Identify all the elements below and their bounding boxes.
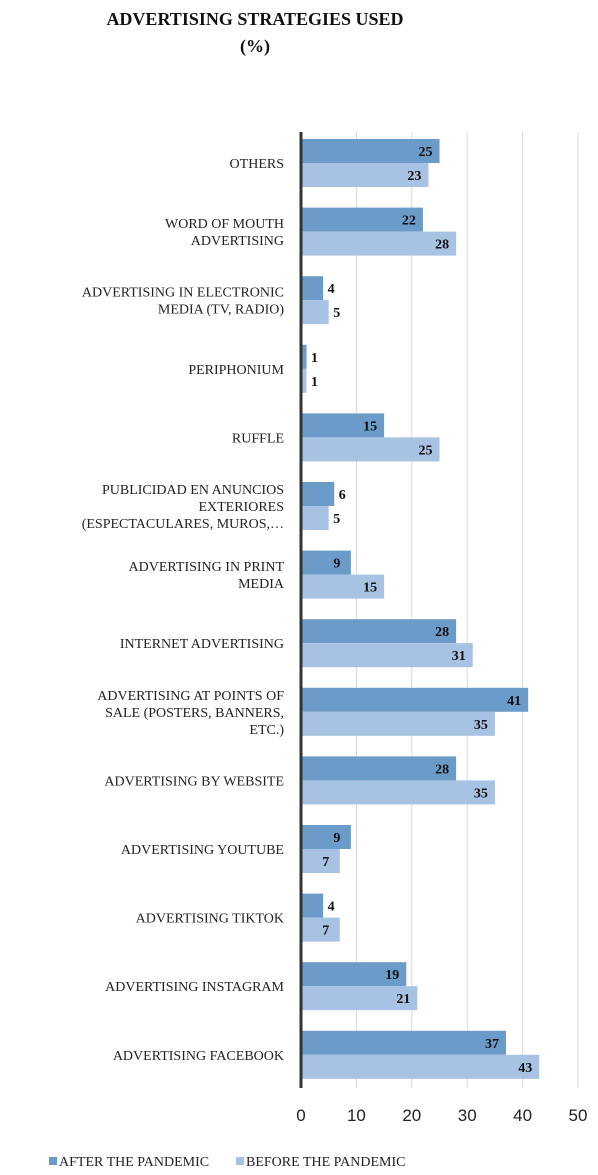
data-labels: 2523222845111525659152831413528359747192… — [311, 145, 532, 1076]
bar — [301, 780, 495, 805]
bars — [301, 139, 540, 1079]
x-tick-label: 50 — [569, 1106, 588, 1125]
bar — [301, 893, 324, 918]
bar — [301, 825, 351, 849]
data-label: 31 — [452, 649, 466, 664]
bar — [301, 711, 495, 736]
category-label: PUBLICIDAD EN ANUNCIOS EXTERIORES (ESPECTA… — [82, 483, 284, 532]
bar — [301, 550, 351, 575]
category-label: WORD OF MOUTH ADVERTISING — [165, 217, 284, 249]
data-label: 28 — [435, 762, 449, 777]
data-label: 15 — [363, 419, 377, 434]
legend-label: AFTER THE PANDEMIC — [59, 1155, 209, 1170]
legend: AFTER THE PANDEMIC BEFORE THE PANDEMIC — [49, 1155, 405, 1170]
legend-swatch — [236, 1157, 244, 1165]
bar — [301, 506, 329, 530]
category-label: ADVERTISING INSTAGRAM — [105, 980, 284, 995]
bar — [301, 163, 429, 187]
bar — [301, 276, 324, 301]
data-label: 6 — [339, 488, 346, 503]
data-label: 1 — [311, 351, 318, 366]
data-label: 25 — [419, 443, 433, 458]
data-label: 43 — [518, 1061, 532, 1076]
data-label: 28 — [435, 238, 449, 253]
bar — [301, 619, 457, 644]
category-label: ADVERTISING YOUTUBE — [121, 843, 284, 858]
x-tick-label: 10 — [347, 1106, 366, 1125]
bar — [301, 139, 440, 163]
x-tick-label: 20 — [402, 1106, 421, 1125]
x-tick-label: 0 — [296, 1106, 305, 1125]
bar — [301, 643, 473, 668]
data-label: 5 — [333, 512, 340, 527]
category-label: PERIPHONIUM — [188, 363, 284, 378]
legend-swatch — [49, 1157, 57, 1165]
bar — [301, 300, 329, 325]
bar — [301, 368, 307, 393]
bar — [301, 231, 457, 256]
bar — [301, 687, 529, 712]
bar — [301, 207, 423, 232]
bar — [301, 1054, 540, 1079]
category-label: ADVERTISING IN PRINT MEDIA — [129, 560, 285, 592]
bar — [301, 574, 385, 599]
category-label: ADVERTISING AT POINTS OF SALE (POSTERS, B… — [97, 689, 284, 738]
data-label: 23 — [407, 169, 421, 184]
category-label: ADVERTISING IN ELECTRONIC MEDIA (TV, RADI… — [82, 286, 284, 318]
chart-title-line1: ADVERTISING STRATEGIES USED — [106, 9, 403, 29]
category-label: INTERNET ADVERTISING — [120, 637, 284, 652]
data-label: 7 — [322, 855, 329, 870]
data-label: 7 — [322, 924, 329, 939]
data-label: 37 — [485, 1037, 499, 1052]
x-tick-label: 30 — [458, 1106, 477, 1125]
x-axis-tick-labels: 0 10 20 30 40 50 — [296, 1106, 587, 1125]
data-label: 1 — [311, 375, 318, 390]
legend-label: BEFORE THE PANDEMIC — [246, 1155, 405, 1170]
category-label: OTHERS — [230, 157, 284, 172]
data-label: 9 — [333, 557, 340, 572]
category-label: ADVERTISING BY WEBSITE — [104, 774, 284, 789]
data-label: 4 — [328, 282, 335, 297]
data-label: 15 — [363, 581, 377, 596]
bar — [301, 849, 340, 873]
category-label: ADVERTISING TIKTOK — [136, 912, 284, 927]
bar — [301, 413, 385, 438]
data-label: 35 — [474, 786, 488, 801]
data-label: 35 — [474, 718, 488, 733]
data-label: 19 — [385, 968, 399, 983]
category-labels: OTHERS WORD OF MOUTH ADVERTISING ADVERTISIN… — [82, 157, 285, 1064]
bar — [301, 344, 307, 369]
data-label: 41 — [507, 694, 521, 709]
bar — [301, 1030, 506, 1055]
data-label: 22 — [402, 214, 416, 229]
data-label: 21 — [396, 992, 410, 1007]
bar — [301, 917, 340, 942]
bar — [301, 482, 335, 506]
data-label: 25 — [419, 145, 433, 160]
gridlines — [355, 132, 579, 1088]
x-tick-label: 40 — [513, 1106, 532, 1125]
data-label: 4 — [328, 900, 335, 915]
category-label: RUFFLE — [232, 431, 284, 446]
bar — [301, 756, 457, 781]
data-label: 9 — [333, 831, 340, 846]
bar — [301, 437, 440, 462]
data-label: 5 — [333, 306, 340, 321]
category-label: ADVERTISING FACEBOOK — [113, 1049, 284, 1064]
data-label: 28 — [435, 625, 449, 640]
bar — [301, 986, 418, 1011]
chart-title-line2: (%) — [240, 36, 270, 57]
bar — [301, 962, 407, 987]
